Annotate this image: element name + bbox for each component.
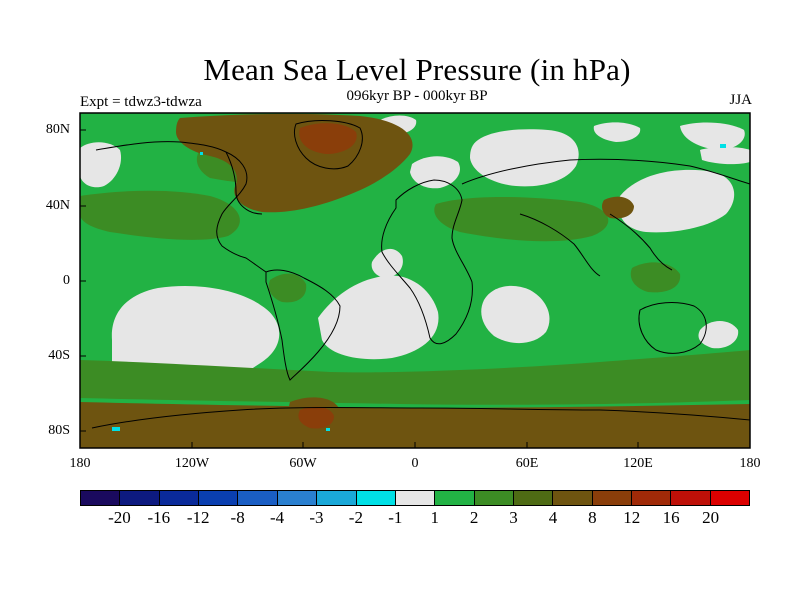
colorbar-label: 4 bbox=[548, 508, 558, 527]
lon-label: 120E bbox=[623, 456, 653, 471]
colorbar-label: 12 bbox=[623, 508, 641, 527]
colorbar-box bbox=[356, 491, 396, 505]
colorbar-label: 1 bbox=[430, 508, 439, 527]
colorbar-box bbox=[238, 491, 278, 505]
lon-label: 120W bbox=[174, 456, 210, 471]
colorbar-box bbox=[632, 491, 672, 505]
colorbar-box bbox=[592, 491, 633, 505]
colorbar-box bbox=[671, 491, 711, 505]
lat-label: 80N bbox=[45, 122, 70, 137]
lon-label: 180 bbox=[69, 456, 91, 471]
colorbar-box bbox=[159, 491, 200, 505]
colorbar-label: -3 bbox=[309, 508, 324, 527]
lon-label: 60W bbox=[289, 456, 317, 471]
colorbar-box bbox=[317, 491, 357, 505]
experiment-label: Expt = tdwz3-tdwza bbox=[80, 94, 202, 110]
colorbar-label: -4 bbox=[269, 508, 285, 527]
colorbar-box bbox=[199, 491, 239, 505]
colorbar-label: 16 bbox=[662, 508, 680, 527]
colorbar-box bbox=[435, 491, 475, 505]
lat-label: 40S bbox=[48, 348, 70, 363]
colorbar-label: 8 bbox=[588, 508, 597, 527]
colorbar-label: -20 bbox=[108, 508, 131, 527]
colorbar-label: -12 bbox=[186, 508, 210, 527]
negative-spots bbox=[112, 144, 726, 431]
colorbar-box bbox=[120, 491, 160, 505]
colorbar-box bbox=[395, 491, 436, 505]
map-frame bbox=[79, 112, 751, 449]
colorbar-box bbox=[513, 491, 554, 505]
colorbar-label: 20 bbox=[702, 508, 720, 527]
coastlines bbox=[91, 120, 751, 429]
season-label: JJA bbox=[729, 92, 752, 108]
map-subtitle: 096kyr BP - 000kyr BP bbox=[346, 88, 488, 104]
lon-label: 60E bbox=[515, 456, 539, 471]
colorbar-box bbox=[277, 491, 318, 505]
colorbar-label: -2 bbox=[348, 508, 363, 527]
colorbar-label: -8 bbox=[230, 508, 245, 527]
colorbar-label: 2 bbox=[469, 508, 479, 527]
strong-positive-regions bbox=[298, 123, 357, 429]
colorbar-label: 3 bbox=[509, 508, 518, 527]
colorbar bbox=[80, 490, 750, 506]
map-title: Mean Sea Level Pressure (in hPa) bbox=[203, 52, 631, 87]
lon-label: 180 bbox=[739, 456, 761, 471]
colorbar-box bbox=[553, 491, 593, 505]
lat-label: 40N bbox=[45, 198, 70, 213]
colorbar-box bbox=[710, 491, 750, 505]
colorbar-label: -1 bbox=[388, 508, 403, 527]
moderate-positive-regions bbox=[80, 142, 750, 405]
lat-label: 0 bbox=[63, 273, 70, 288]
colorbar-label: -16 bbox=[147, 508, 171, 527]
lat-label: 80S bbox=[48, 423, 70, 438]
colorbar-box bbox=[474, 491, 514, 505]
colorbar-box bbox=[81, 491, 121, 505]
lon-label: 0 bbox=[411, 456, 419, 471]
